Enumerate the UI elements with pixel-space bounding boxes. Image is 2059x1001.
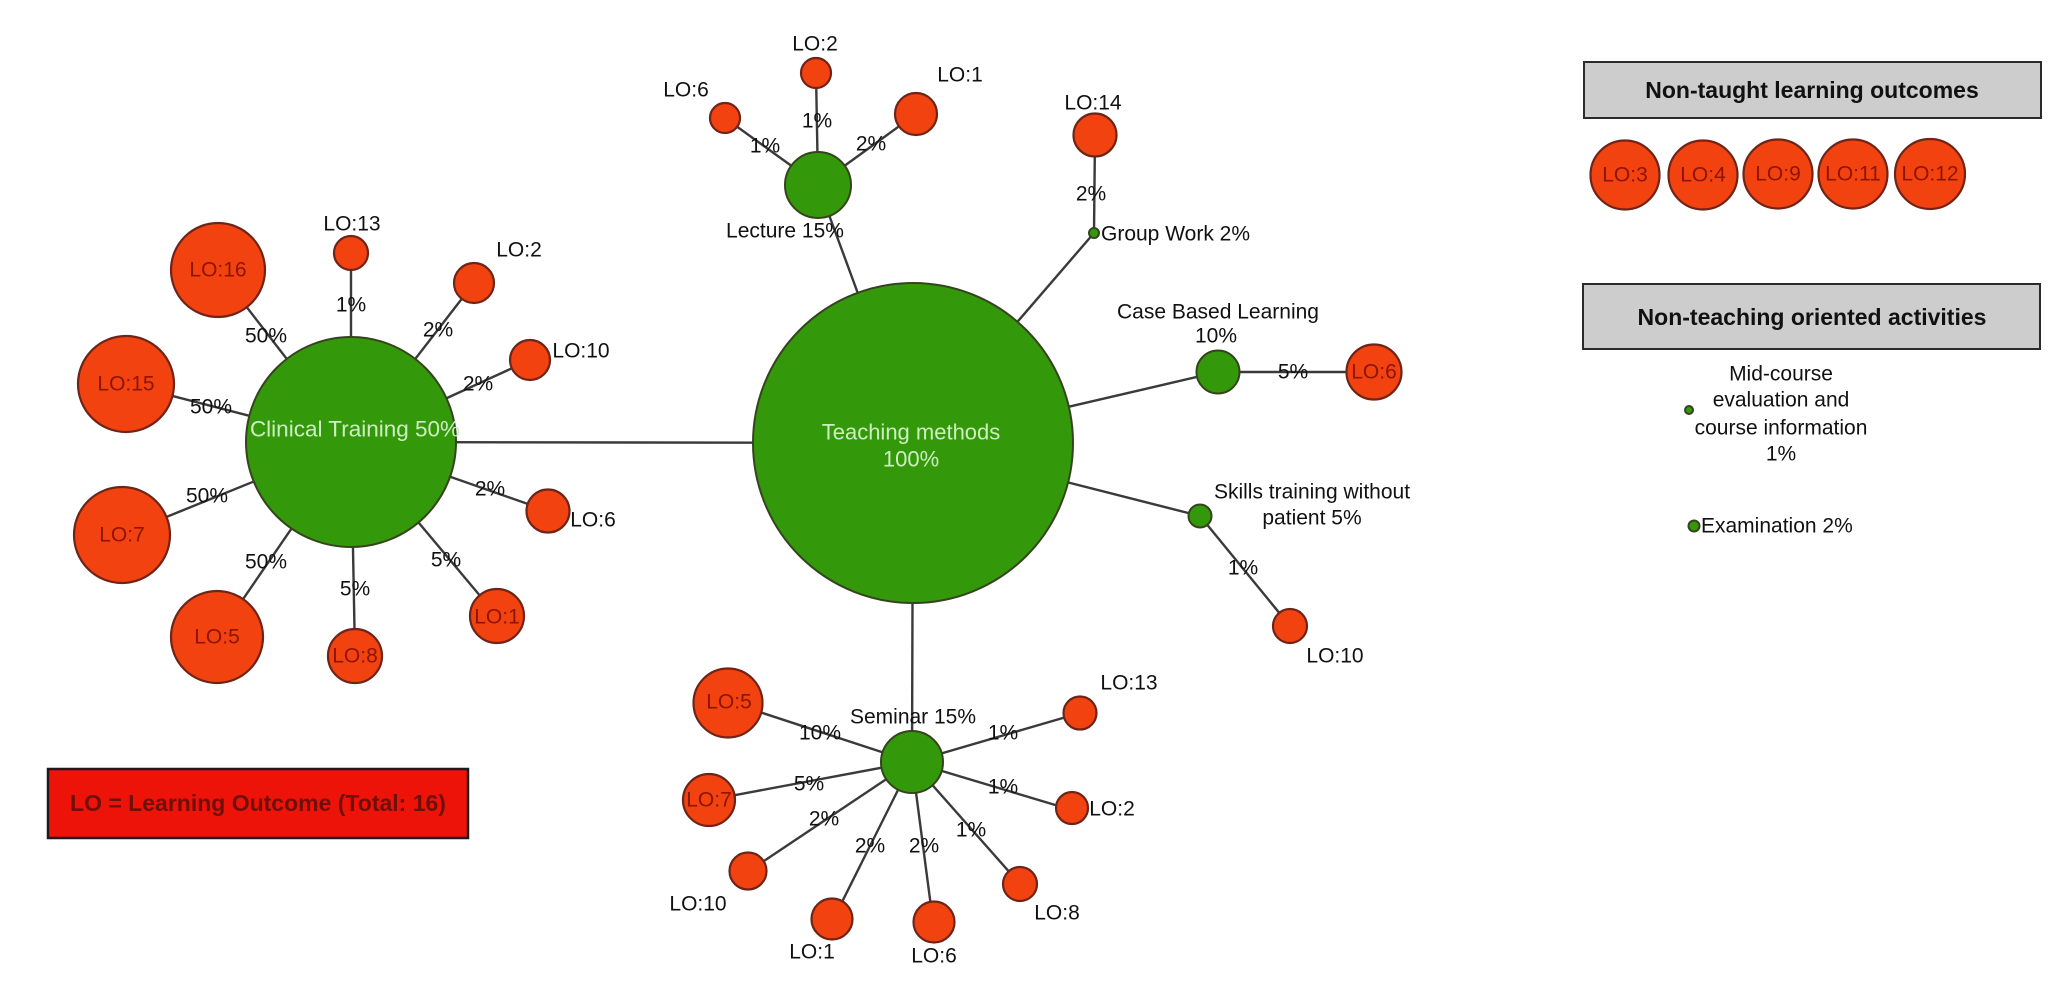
svg-text:50%: 50% (245, 325, 287, 348)
svg-text:LO:5: LO:5 (194, 626, 240, 649)
svg-text:2%: 2% (809, 808, 839, 831)
svg-text:1%: 1% (988, 722, 1018, 745)
svg-text:5%: 5% (794, 773, 824, 796)
svg-text:100%: 100% (883, 447, 939, 472)
svg-text:LO:10: LO:10 (669, 893, 726, 916)
svg-text:patient 5%: patient 5% (1262, 507, 1361, 530)
svg-text:LO:5: LO:5 (706, 691, 752, 714)
svg-text:2%: 2% (423, 319, 453, 342)
svg-text:LO:7: LO:7 (686, 789, 732, 812)
svg-text:LO:4: LO:4 (1680, 164, 1726, 187)
svg-text:2%: 2% (463, 373, 493, 396)
svg-text:5%: 5% (1278, 361, 1308, 384)
svg-text:2%: 2% (856, 133, 886, 156)
svg-text:1%: 1% (956, 819, 986, 842)
svg-text:Non-taught learning outcomes: Non-taught learning outcomes (1645, 77, 1979, 103)
svg-text:LO:13: LO:13 (323, 213, 380, 236)
svg-text:LO:6: LO:6 (663, 79, 709, 102)
svg-text:LO:14: LO:14 (1064, 92, 1122, 115)
svg-text:LO:1: LO:1 (474, 606, 520, 629)
svg-text:2%: 2% (1076, 183, 1106, 206)
svg-text:10%: 10% (1195, 325, 1237, 348)
svg-text:5%: 5% (431, 549, 461, 572)
svg-text:2%: 2% (855, 835, 885, 858)
svg-text:LO:12: LO:12 (1901, 163, 1958, 186)
svg-text:50%: 50% (186, 485, 228, 508)
svg-text:LO:15: LO:15 (97, 373, 154, 396)
svg-text:1%: 1% (336, 294, 366, 317)
svg-text:LO:3: LO:3 (1602, 164, 1648, 187)
svg-text:Mid-course: Mid-course (1729, 363, 1833, 386)
svg-text:LO:6: LO:6 (1351, 361, 1397, 384)
svg-text:LO:16: LO:16 (189, 259, 246, 282)
svg-text:LO:10: LO:10 (1306, 645, 1363, 668)
svg-text:Teaching methods: Teaching methods (822, 420, 1001, 445)
svg-text:LO:8: LO:8 (332, 645, 378, 668)
svg-text:LO:8: LO:8 (1034, 902, 1080, 925)
svg-text:LO:9: LO:9 (1755, 163, 1801, 186)
svg-text:LO:6: LO:6 (911, 945, 957, 968)
svg-text:Group Work 2%: Group Work 2% (1101, 223, 1250, 246)
svg-text:1%: 1% (1228, 557, 1258, 580)
svg-text:LO = Learning Outcome (Total:: LO = Learning Outcome (Total: 16) (70, 790, 446, 816)
svg-text:Case Based Learning: Case Based Learning (1117, 301, 1319, 324)
svg-text:1%: 1% (802, 110, 832, 133)
svg-text:Skills training without: Skills training without (1214, 481, 1410, 504)
svg-text:5%: 5% (340, 578, 370, 601)
svg-text:2%: 2% (909, 835, 939, 858)
svg-text:1%: 1% (988, 776, 1018, 799)
svg-text:10%: 10% (799, 722, 841, 745)
svg-text:Lecture 15%: Lecture 15% (726, 220, 844, 243)
svg-text:Non-teaching oriented activiti: Non-teaching oriented activities (1638, 304, 1987, 330)
svg-text:LO:6: LO:6 (570, 509, 616, 532)
svg-text:1%: 1% (750, 135, 780, 158)
svg-text:LO:2: LO:2 (792, 33, 838, 56)
svg-text:Clinical Training 50%: Clinical Training 50% (250, 417, 460, 442)
svg-text:50%: 50% (245, 551, 287, 574)
svg-text:Examination 2%: Examination 2% (1701, 515, 1853, 538)
svg-text:course information: course information (1695, 417, 1868, 440)
svg-text:LO:11: LO:11 (1825, 163, 1881, 186)
svg-text:1%: 1% (1766, 443, 1796, 466)
svg-text:LO:7: LO:7 (99, 524, 145, 547)
svg-text:LO:2: LO:2 (1089, 798, 1135, 821)
svg-text:LO:10: LO:10 (552, 340, 609, 363)
svg-text:2%: 2% (475, 478, 505, 501)
svg-text:evaluation and: evaluation and (1713, 389, 1850, 412)
svg-text:LO:13: LO:13 (1100, 672, 1157, 695)
svg-text:LO:2: LO:2 (496, 239, 542, 262)
svg-text:LO:1: LO:1 (789, 941, 835, 964)
svg-text:Seminar 15%: Seminar 15% (850, 706, 976, 729)
svg-text:LO:1: LO:1 (937, 64, 983, 87)
svg-text:50%: 50% (190, 396, 232, 419)
